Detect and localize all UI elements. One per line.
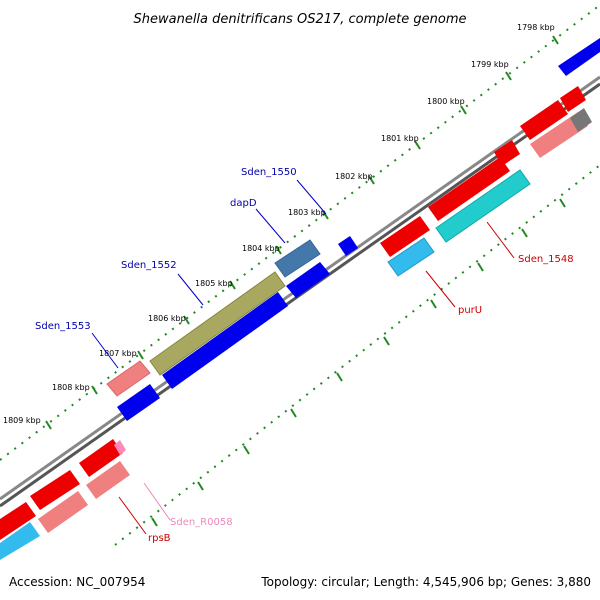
gene-label-sden-1548[interactable]: Sden_1548 [518,254,574,265]
gene-label-dapD[interactable]: dapD [230,198,257,209]
reverse-strand-genes [0,86,592,560]
gene-sden-1548-cyan[interactable] [435,169,531,243]
gene-label-purU[interactable]: purU [458,305,482,316]
gene-label-sden-1552[interactable]: Sden_1552 [121,260,177,271]
gene-pink-left-1[interactable] [86,461,130,499]
gene-purU-cyan[interactable] [387,237,435,277]
gene-red-2[interactable] [428,157,510,221]
tick-label: 1801 kbp [381,134,419,143]
label-leaders [91,179,515,535]
gene-rpsB-red[interactable] [79,439,123,477]
kbp-tick-labels: 1798 kbp 1799 kbp 1800 kbp 1801 kbp 1802… [3,23,555,425]
tick-label: 1804 kbp [242,244,280,253]
tick-label: 1802 kbp [335,172,373,181]
tick-label: 1806 kbp [148,314,186,323]
gene-small-blue-arrow[interactable] [338,236,358,256]
tick-label: 1799 kbp [471,60,509,69]
gene-label-sden-1550[interactable]: Sden_1550 [241,167,297,178]
forward-strand-genes-row2 [117,262,330,421]
inner-ring-ticks [151,198,566,527]
gene-rna-sden-r0058[interactable] [114,440,126,455]
gene-grey-right[interactable] [570,108,592,132]
gene-sden-1553-arrow[interactable] [106,360,151,397]
gene-red-4[interactable] [520,100,568,140]
tick-label: 1800 kbp [427,97,465,106]
gene-red-left-1[interactable] [30,470,80,510]
tick-label: 1798 kbp [517,23,555,32]
gene-cyan-left[interactable] [0,522,40,560]
gene-blue-3[interactable] [286,262,330,298]
tick-label: 1809 kbp [3,416,41,425]
gene-blue-1[interactable] [117,384,160,421]
genome-summary-text: Topology: circular; Length: 4,545,906 bp… [260,575,591,589]
gene-label-sden-1553[interactable]: Sden_1553 [35,321,91,332]
gene-red-left-2[interactable] [0,502,36,540]
forward-strand-genes [106,38,600,397]
outer-tick-ring [0,4,600,461]
tick-label: 1805 kbp [195,279,233,288]
gene-sden-1552-arrow[interactable] [149,271,286,376]
gene-top-right-blue[interactable] [558,38,600,76]
gene-red-5[interactable] [560,86,586,112]
map-title: Shewanella denitrificans OS217, complete… [134,12,467,27]
gene-label-sden-r0058[interactable]: Sden_R0058 [170,517,233,528]
gene-red-3[interactable] [494,140,520,166]
gene-label-rpsB[interactable]: rpsB [148,533,171,544]
tick-label: 1803 kbp [288,208,326,217]
gene-dapD-arrow[interactable] [274,239,321,278]
inner-tick-ring [114,164,600,546]
accession-text: Accession: NC_007954 [9,575,145,589]
outer-ring-ticks [45,35,559,430]
gene-blue-2[interactable] [162,292,288,389]
tick-label: 1807 kbp [99,349,137,358]
gene-red-1[interactable] [380,216,430,257]
gene-pink-left-2[interactable] [38,491,88,533]
tick-label: 1808 kbp [52,383,90,392]
